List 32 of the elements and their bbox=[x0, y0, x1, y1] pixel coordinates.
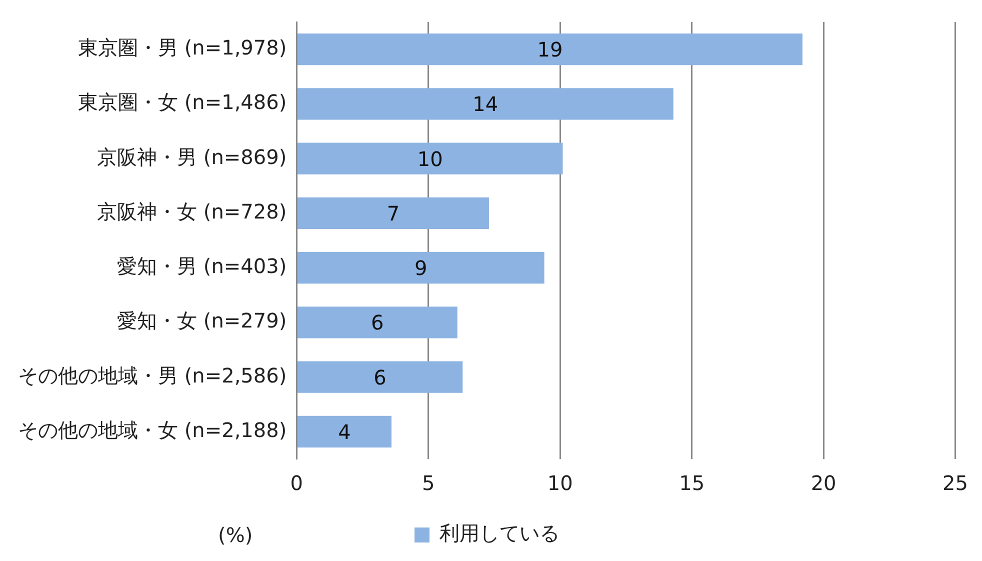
x-tick-label: 25 bbox=[942, 471, 968, 496]
y-tick-label: 愛知・男 (n=403) bbox=[117, 254, 287, 278]
x-tick-label: 20 bbox=[810, 471, 836, 496]
bar bbox=[297, 88, 674, 120]
bar bbox=[297, 142, 563, 174]
x-tick-label: 10 bbox=[547, 471, 573, 496]
legend-label: 利用している bbox=[440, 521, 560, 546]
data-label: 14 bbox=[472, 92, 498, 116]
bar bbox=[297, 33, 802, 66]
bar bbox=[297, 306, 458, 338]
bar bbox=[297, 416, 392, 448]
bar bbox=[297, 252, 544, 284]
y-tick-label: 東京圏・男 (n=1,978) bbox=[78, 36, 287, 60]
bar bbox=[297, 361, 463, 393]
data-label: 6 bbox=[374, 365, 386, 390]
data-label: 19 bbox=[537, 38, 563, 62]
y-tick-label: その他の地域・女 (n=2,188) bbox=[18, 418, 287, 442]
y-tick-label: 愛知・女 (n=279) bbox=[117, 308, 287, 333]
data-label: 10 bbox=[417, 146, 443, 171]
data-label: 7 bbox=[386, 201, 400, 226]
data-label: 6 bbox=[371, 310, 384, 335]
x-tick-label: 0 bbox=[290, 471, 304, 496]
y-tick-label: その他の地域・男 (n=2,586) bbox=[18, 363, 287, 388]
data-label: 9 bbox=[414, 256, 428, 280]
data-label: 4 bbox=[338, 420, 351, 444]
x-tick-label: 15 bbox=[679, 471, 705, 496]
y-tick-label: 東京圏・女 (n=1,486) bbox=[78, 90, 287, 114]
y-tick-label: 京阪神・女 (n=728) bbox=[97, 199, 287, 224]
bar bbox=[297, 197, 489, 230]
x-axis-title: (%) bbox=[218, 523, 253, 548]
y-tick-label: 京阪神・男 (n=869) bbox=[97, 144, 287, 169]
x-tick-label: 5 bbox=[422, 471, 435, 496]
